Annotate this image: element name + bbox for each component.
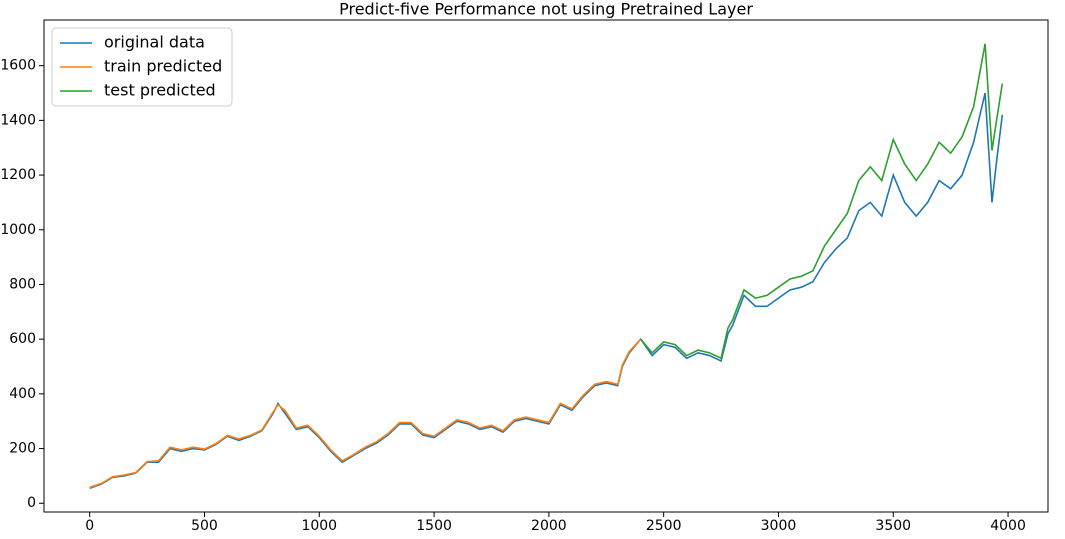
series-line [89, 338, 642, 489]
x-tick-label: 1000 [301, 518, 337, 534]
chart-title: Predict-five Performance not using Pretr… [339, 0, 753, 19]
y-tick-label: 1400 [0, 112, 36, 128]
x-tick-label: 2000 [531, 518, 567, 534]
y-tick-label: 600 [9, 331, 36, 347]
plot-frame [43, 19, 1049, 513]
y-tick-label: 1000 [0, 222, 36, 238]
y-tick-label: 1600 [0, 58, 36, 74]
y-tick-label: 1200 [0, 167, 36, 183]
legend-box [51, 27, 233, 107]
legend-label: test predicted [104, 81, 216, 100]
legend-label: original data [104, 33, 205, 52]
x-tick-label: 2500 [646, 518, 682, 534]
y-tick-label: 800 [9, 276, 36, 292]
x-tick-label: 3000 [761, 518, 797, 534]
x-tick-label: 1500 [416, 518, 452, 534]
x-tick-label: 3500 [875, 518, 911, 534]
series-line [89, 92, 1004, 489]
y-tick-label: 400 [9, 386, 36, 402]
y-tick-label: 0 [27, 495, 36, 511]
x-tick-label: 4000 [990, 518, 1026, 534]
y-tick-label: 200 [9, 441, 36, 457]
x-tick-label: 0 [85, 518, 94, 534]
legend-label: train predicted [104, 57, 222, 76]
x-tick-label: 500 [191, 518, 218, 534]
series-line [640, 43, 1004, 360]
